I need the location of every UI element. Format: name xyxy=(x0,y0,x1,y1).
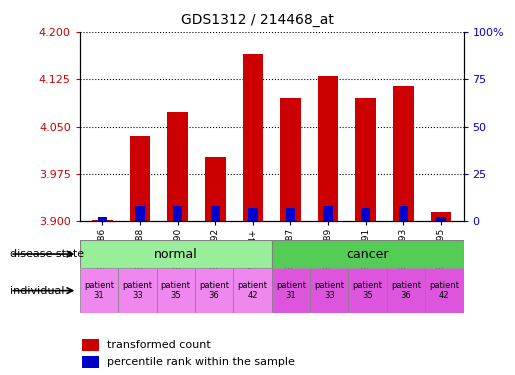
Bar xyxy=(195,268,233,313)
Bar xyxy=(167,112,188,221)
Bar xyxy=(393,86,414,221)
Text: patient
35: patient 35 xyxy=(161,281,191,300)
Text: disease state: disease state xyxy=(10,249,84,259)
Bar xyxy=(323,206,333,221)
Text: percentile rank within the sample: percentile rank within the sample xyxy=(107,357,295,367)
Bar xyxy=(272,268,310,313)
Bar xyxy=(243,54,263,221)
Bar xyxy=(272,240,464,268)
Bar xyxy=(348,268,387,313)
Bar xyxy=(82,339,99,351)
Text: patient
33: patient 33 xyxy=(314,281,344,300)
Bar xyxy=(205,157,226,221)
Bar xyxy=(361,208,370,221)
Bar xyxy=(233,268,272,313)
Text: patient
42: patient 42 xyxy=(237,281,267,300)
Bar xyxy=(436,217,445,221)
Bar xyxy=(92,220,113,221)
Bar xyxy=(431,212,451,221)
Text: patient
36: patient 36 xyxy=(199,281,229,300)
Text: patient
31: patient 31 xyxy=(276,281,306,300)
Text: patient
42: patient 42 xyxy=(430,281,459,300)
Bar xyxy=(157,268,195,313)
Bar xyxy=(118,268,157,313)
Bar xyxy=(318,76,338,221)
Bar xyxy=(310,268,348,313)
Bar xyxy=(387,268,425,313)
Bar xyxy=(82,356,99,368)
Text: patient
36: patient 36 xyxy=(391,281,421,300)
Text: patient
31: patient 31 xyxy=(84,281,114,300)
Bar xyxy=(211,206,220,221)
Bar xyxy=(399,206,408,221)
Text: patient
33: patient 33 xyxy=(123,281,152,300)
Bar xyxy=(130,136,150,221)
Text: GDS1312 / 214468_at: GDS1312 / 214468_at xyxy=(181,13,334,27)
Text: cancer: cancer xyxy=(346,248,389,261)
Bar xyxy=(280,98,301,221)
Text: normal: normal xyxy=(154,248,198,261)
Bar xyxy=(80,240,272,268)
Bar xyxy=(248,208,258,221)
Text: individual: individual xyxy=(10,286,65,296)
Bar xyxy=(80,268,118,313)
Bar xyxy=(425,268,464,313)
Text: transformed count: transformed count xyxy=(107,340,211,350)
Text: patient
35: patient 35 xyxy=(353,281,383,300)
Bar xyxy=(98,217,107,221)
Bar xyxy=(286,208,295,221)
Bar xyxy=(173,206,182,221)
Bar xyxy=(355,98,376,221)
Bar xyxy=(135,206,145,221)
